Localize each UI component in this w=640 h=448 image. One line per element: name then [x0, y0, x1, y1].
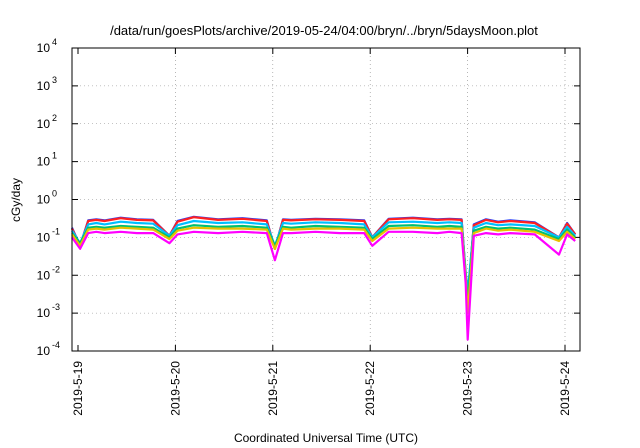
series-line-2 — [71, 216, 577, 300]
y-tick-label: 10 — [37, 79, 51, 93]
x-tick-label: 2019-5-22 — [363, 361, 377, 416]
series-line-3 — [71, 219, 577, 294]
y-tick-label: 10 — [37, 306, 51, 320]
x-tick-label: 2019-5-23 — [461, 361, 475, 416]
y-tick-base: 10 — [37, 306, 51, 320]
series-line-4 — [71, 224, 576, 303]
y-tick-base: 10 — [37, 41, 51, 55]
y-tick-exponent: -2 — [52, 264, 60, 274]
y-tick-exponent: 1 — [52, 151, 57, 161]
x-tick-label: 2019-5-21 — [266, 361, 280, 416]
x-tick-label: 2019-5-24 — [558, 361, 572, 416]
y-tick-base: 10 — [37, 117, 51, 131]
series-line-6 — [71, 230, 576, 341]
x-axis-label: Coordinated Universal Time (UTC) — [234, 431, 418, 445]
y-tick-exponent: 0 — [52, 189, 57, 199]
y-tick-exponent: -1 — [52, 226, 60, 236]
y-tick-base: 10 — [37, 230, 51, 244]
y-tick-base: 10 — [37, 79, 51, 93]
x-tick-label: 2019-5-20 — [168, 361, 182, 416]
y-tick-label: 10 — [37, 344, 51, 358]
series-line-5 — [71, 226, 576, 315]
grid — [72, 48, 580, 351]
y-tick-label: 10 — [37, 193, 51, 207]
y-tick-base: 10 — [37, 155, 51, 169]
y-tick-base: 10 — [37, 268, 51, 282]
y-tick-exponent: -3 — [52, 302, 60, 312]
y-tick-base: 10 — [37, 193, 51, 207]
y-tick-label: 10 — [37, 268, 51, 282]
y-tick-label: 10 — [37, 155, 51, 169]
y-tick-exponent: -4 — [52, 340, 60, 350]
series-group — [70, 215, 577, 341]
y-tick-label: 10 — [37, 230, 51, 244]
y-tick-exponent: 3 — [52, 75, 57, 85]
plot-frame — [71, 47, 581, 352]
chart-title: /data/run/goesPlots/archive/2019-05-24/0… — [110, 23, 538, 38]
y-tick-exponent: 2 — [52, 113, 57, 123]
y-tick-base: 10 — [37, 344, 51, 358]
x-axis-ticks: 2019-5-19 2019-5-20 2019-5-21 2019-5-22 2019… — [71, 48, 572, 416]
y-axis-label: cGy/day — [9, 178, 23, 222]
x-tick-label: 2019-5-19 — [71, 361, 85, 416]
y-tick-label: 10 — [37, 117, 51, 131]
y-tick-label: 10 — [37, 41, 51, 55]
y-tick-exponent: 4 — [52, 37, 57, 47]
